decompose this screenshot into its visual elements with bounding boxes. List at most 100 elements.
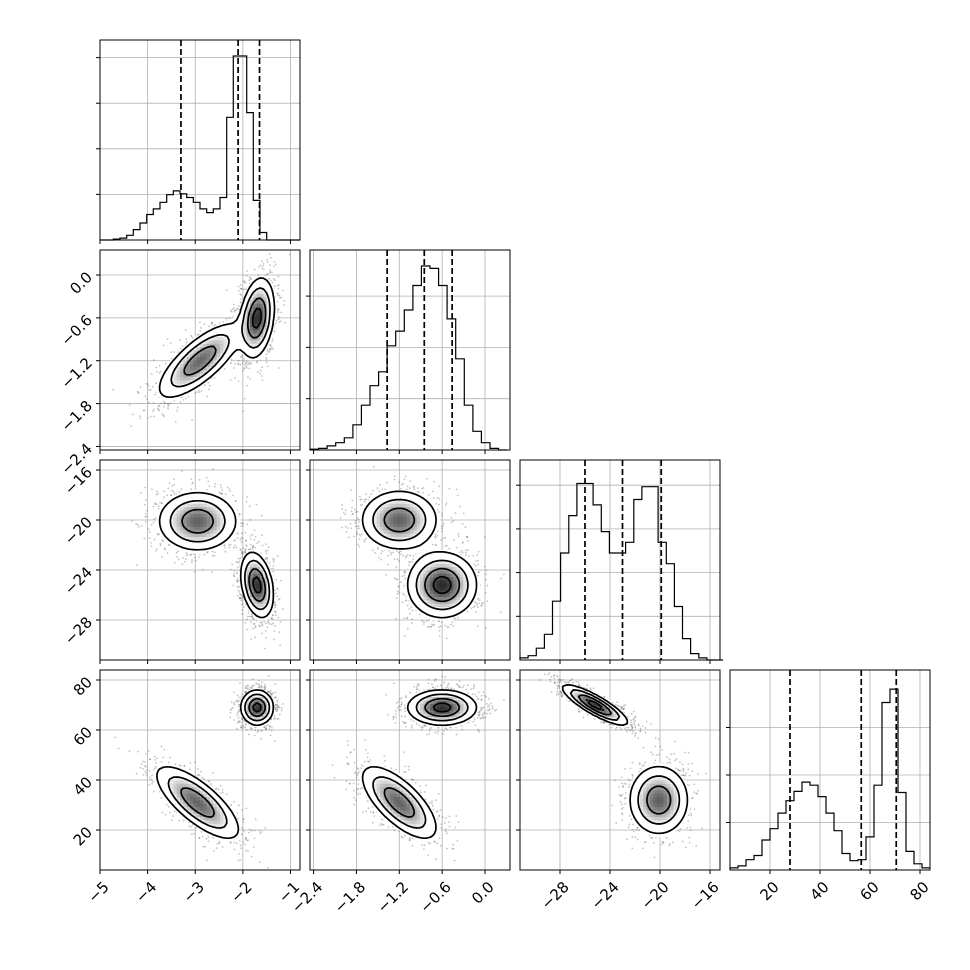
sample-point — [261, 624, 264, 627]
density-cell — [450, 603, 454, 608]
density-cell — [196, 493, 201, 498]
density-cell — [223, 343, 228, 348]
density-cell — [383, 536, 388, 541]
density-cell — [436, 593, 441, 598]
density-cell — [190, 383, 194, 388]
density-cell — [190, 783, 194, 788]
density-cell — [380, 810, 384, 814]
density-cell — [190, 533, 194, 538]
density-cell — [200, 506, 204, 511]
sample-point — [150, 778, 153, 781]
density-cell — [426, 820, 431, 824]
sample-point — [393, 478, 396, 481]
density-cell — [396, 823, 401, 828]
density-cell — [460, 603, 464, 608]
sample-point — [380, 818, 383, 821]
sample-point — [165, 803, 168, 806]
density-cell — [376, 786, 381, 791]
density-cell — [373, 780, 378, 784]
density-cell — [420, 493, 424, 498]
sample-point — [626, 838, 628, 841]
sample-point — [567, 681, 570, 684]
sample-point — [415, 686, 418, 688]
density-cell — [400, 800, 404, 804]
contour-line — [181, 508, 267, 603]
density-cell — [240, 333, 244, 338]
density-cell — [463, 586, 468, 591]
sample-point — [453, 539, 455, 541]
density-cell — [246, 703, 251, 708]
sample-point — [407, 768, 410, 771]
sample-point — [448, 487, 451, 490]
density-cell — [260, 300, 264, 304]
sample-point — [140, 525, 143, 527]
sample-point — [258, 683, 260, 686]
density-cell — [403, 503, 408, 508]
sample-point — [399, 705, 402, 708]
contour-line — [169, 499, 271, 611]
density-cell — [443, 603, 448, 608]
sample-point — [399, 698, 401, 700]
density-cell — [210, 503, 214, 508]
density-cell — [253, 706, 258, 711]
density-cell — [456, 553, 461, 558]
density-cell — [430, 690, 434, 694]
sample-point — [249, 277, 252, 280]
density-cell — [230, 830, 234, 834]
density-cell — [383, 780, 388, 784]
sample-point — [398, 591, 401, 594]
density-cell — [233, 326, 238, 331]
density-cell — [423, 533, 428, 538]
sample-point — [448, 825, 451, 828]
density-cell — [173, 783, 178, 788]
density-cell — [433, 563, 438, 568]
sample-point — [250, 615, 253, 618]
density-cell — [466, 696, 471, 701]
density-cell — [213, 366, 218, 371]
sample-point — [182, 557, 184, 559]
sample-point — [686, 826, 688, 829]
density-cell — [170, 793, 174, 798]
sample-point — [361, 504, 364, 506]
density-cell — [636, 820, 641, 824]
density-cell — [456, 573, 461, 578]
density-cell — [170, 780, 174, 784]
density-cell — [253, 326, 258, 331]
sample-point — [244, 281, 247, 284]
sample-point — [638, 763, 641, 766]
sample-point — [246, 684, 248, 687]
sample-point — [341, 508, 343, 510]
density-cell — [200, 496, 204, 501]
sample-point — [274, 708, 277, 711]
sample-point — [277, 616, 280, 619]
density-cell — [200, 353, 204, 358]
density-cell — [206, 796, 211, 801]
density-cell — [390, 540, 394, 544]
sample-point — [157, 408, 160, 411]
density-cell — [466, 576, 471, 581]
sample-point — [273, 740, 276, 742]
density-cell — [253, 343, 258, 348]
density-cell — [650, 833, 654, 838]
sample-point — [251, 548, 254, 550]
sample-point — [393, 558, 396, 561]
sample-point — [155, 503, 158, 506]
density-cell — [163, 796, 168, 801]
sample-point — [241, 827, 243, 829]
sample-point — [264, 683, 266, 686]
density-cell — [416, 560, 421, 564]
sample-point — [232, 574, 235, 577]
sample-point — [248, 279, 251, 282]
sample-point — [353, 508, 356, 511]
density-cell — [170, 393, 174, 398]
density-cell — [390, 800, 394, 804]
density-cell — [410, 563, 414, 568]
contours-1-2 — [361, 490, 478, 619]
sample-point — [440, 539, 442, 541]
sample-point — [170, 351, 173, 354]
sample-point — [237, 380, 240, 383]
sample-point — [236, 578, 239, 581]
sample-point — [691, 770, 694, 773]
sample-point — [683, 751, 686, 754]
density-cell — [170, 796, 174, 801]
